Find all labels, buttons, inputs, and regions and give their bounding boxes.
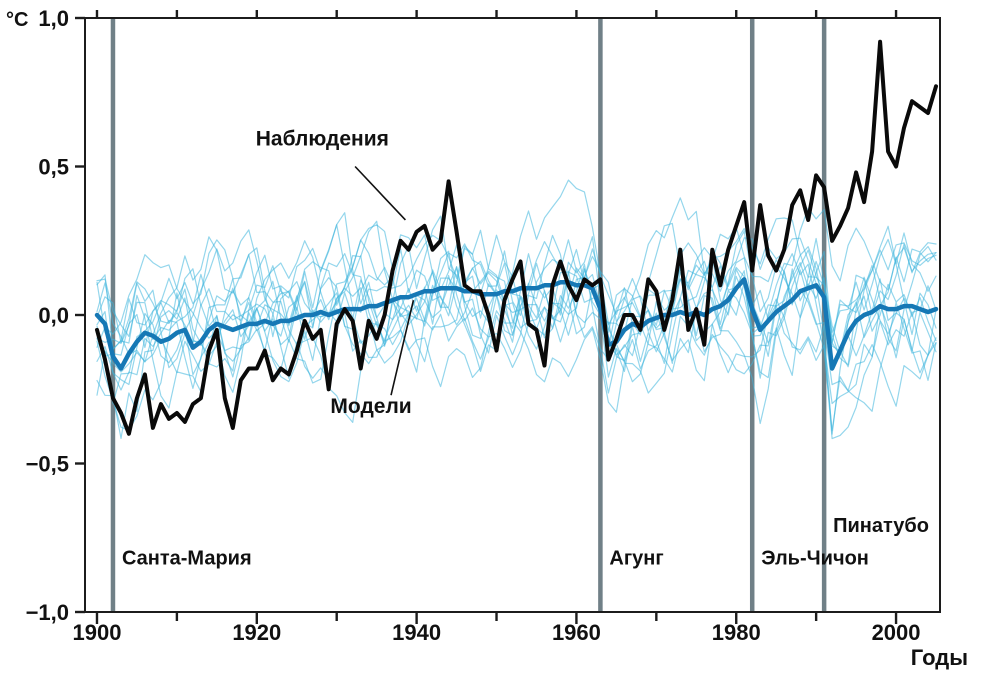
y-tick-label: 1,0 xyxy=(38,6,69,31)
model-mean-line xyxy=(94,277,939,371)
annotation-leader-line xyxy=(390,299,415,396)
model-ensemble-line xyxy=(96,224,937,405)
series-annotation: Наблюдения xyxy=(256,128,389,151)
volcano-label: Агунг xyxy=(609,547,663,569)
y-axis-unit: °C xyxy=(6,9,28,31)
y-tick-label: 0,5 xyxy=(38,155,69,180)
volcano-label: Пинатубо xyxy=(833,515,929,537)
x-axis-title: Годы xyxy=(911,645,968,670)
y-tick-label: −0,5 xyxy=(26,452,69,477)
x-tick-label: 2000 xyxy=(872,620,921,645)
volcano-label: Эль-Чичон xyxy=(761,547,869,569)
x-tick-label: 1960 xyxy=(552,620,601,645)
x-tick-label: 1980 xyxy=(712,620,761,645)
model-ensemble-line xyxy=(96,212,937,379)
x-tick-label: 1940 xyxy=(392,620,441,645)
x-tick-label: 1920 xyxy=(232,620,281,645)
y-tick-label: −1,0 xyxy=(26,600,69,625)
x-tick-label: 1900 xyxy=(73,620,122,645)
annotation-leader-line xyxy=(354,165,407,221)
model-ensemble-line xyxy=(96,244,937,440)
model-ensemble-line xyxy=(96,238,937,393)
model-ensemble-line xyxy=(96,215,937,432)
plot-frame xyxy=(84,17,941,613)
observations-line xyxy=(95,39,938,436)
volcano-label: Санта-Мария xyxy=(122,547,252,569)
y-tick-label: 0,0 xyxy=(38,303,69,328)
series-annotation: Модели xyxy=(330,395,411,418)
